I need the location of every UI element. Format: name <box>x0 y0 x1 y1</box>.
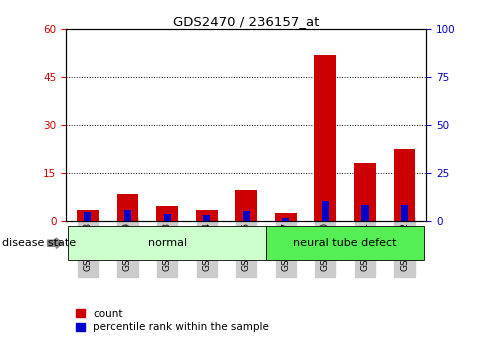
Text: normal: normal <box>147 238 187 248</box>
Bar <box>77 210 99 221</box>
Bar <box>354 164 376 221</box>
Bar <box>401 205 408 221</box>
Bar <box>275 213 296 221</box>
Bar <box>315 55 336 221</box>
Text: neural tube defect: neural tube defect <box>294 238 397 248</box>
Bar <box>235 190 257 221</box>
Bar <box>203 215 210 221</box>
Bar <box>156 206 178 221</box>
Title: GDS2470 / 236157_at: GDS2470 / 236157_at <box>173 15 319 28</box>
Bar <box>164 214 171 221</box>
Text: disease state: disease state <box>2 238 76 248</box>
Bar <box>196 210 218 221</box>
Bar <box>124 210 131 221</box>
Bar <box>393 149 416 221</box>
Bar <box>243 211 250 221</box>
Legend: count, percentile rank within the sample: count, percentile rank within the sample <box>72 305 273 336</box>
Bar <box>322 201 329 221</box>
Bar <box>282 218 290 221</box>
Bar <box>117 194 138 221</box>
Bar <box>84 212 92 221</box>
Bar <box>362 205 368 221</box>
